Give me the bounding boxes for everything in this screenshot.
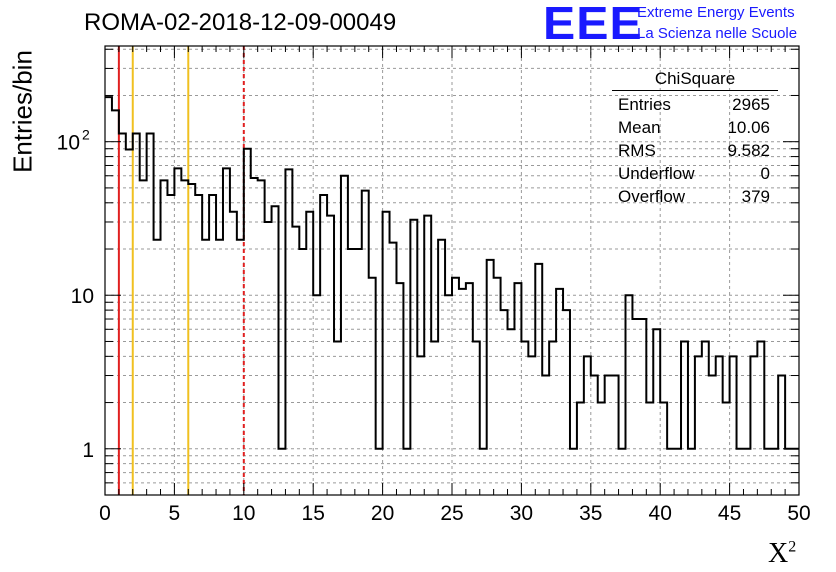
logo-line-1: Extreme Energy Events — [637, 4, 795, 21]
y-axis-label: Entries/bin — [7, 50, 38, 173]
chart-title: ROMA-02-2018-12-09-00049 — [84, 9, 397, 36]
stats-label: Overflow — [618, 187, 686, 206]
x-tick-label: 35 — [579, 502, 602, 525]
y-tick-label: 10 — [57, 132, 80, 155]
x-tick-label: 25 — [440, 502, 463, 525]
stats-value: 0 — [760, 164, 770, 183]
stats-label: Entries — [618, 95, 671, 114]
x-tick-label: 0 — [99, 502, 111, 525]
x-tick-label: 15 — [302, 502, 325, 525]
x-tick-label: 10 — [232, 502, 255, 525]
stats-row: Mean 10.06 — [612, 116, 778, 139]
stats-value: 9.582 — [727, 141, 770, 160]
logo-line-2: La Scienza nelle Scuole — [637, 25, 798, 42]
x-tick-label: 45 — [718, 502, 741, 525]
eee-logo: EEE — [543, 0, 643, 49]
stats-label: Underflow — [618, 164, 695, 183]
stats-value: 379 — [741, 187, 770, 206]
x-axis-label-base: X — [768, 538, 789, 569]
stats-row: Overflow 379 — [612, 185, 778, 208]
y-tick-label: 10 — [71, 285, 94, 308]
grid-lines — [105, 46, 799, 496]
stats-row: RMS 9.582 — [612, 139, 778, 162]
stats-title: ChiSquare — [612, 69, 778, 91]
stats-box: ChiSquare Entries 2965 Mean 10.06 RMS 9.582… — [612, 69, 778, 208]
stats-label: Mean — [618, 118, 661, 137]
reference-lines — [117, 46, 245, 495]
histogram-series — [105, 96, 799, 450]
x-tick-label: 30 — [510, 502, 533, 525]
stats-row: Underflow 0 — [612, 162, 778, 185]
stats-value: 2965 — [732, 95, 770, 114]
x-axis-label-sup: 2 — [788, 538, 797, 556]
x-tick-label: 20 — [371, 502, 394, 525]
x-tick-label: 50 — [787, 502, 810, 525]
stats-label: RMS — [618, 141, 656, 160]
x-tick-label: 5 — [169, 502, 181, 525]
x-axis-label: X2 — [768, 538, 796, 570]
x-tick-label: 40 — [649, 502, 672, 525]
y-tick-label-sup: 2 — [82, 127, 90, 143]
stats-row: Entries 2965 — [612, 93, 778, 116]
y-tick-label: 1 — [82, 439, 94, 462]
axis-ticks — [104, 46, 800, 496]
stats-value: 10.06 — [727, 118, 770, 137]
